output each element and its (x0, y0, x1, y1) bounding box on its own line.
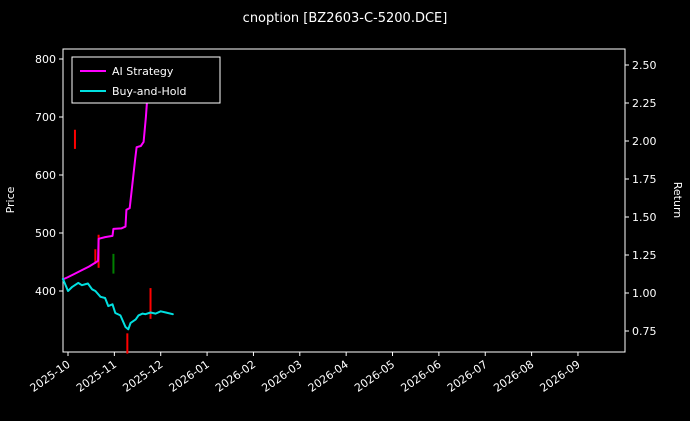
date-tick-label: 2025-10 (28, 358, 73, 395)
date-tick-label: 2025-12 (120, 358, 165, 395)
price-tick-label: 400 (35, 285, 56, 298)
return-tick-label: 1.25 (632, 249, 657, 262)
return-tick-label: 1.75 (632, 173, 657, 186)
price-tick-label: 800 (35, 53, 56, 66)
return-tick-label: 1.00 (632, 287, 657, 300)
return-tick-label: 2.00 (632, 135, 657, 148)
series-line-buy-and-hold (61, 277, 174, 331)
date-tick-label: 2026-06 (398, 358, 443, 395)
y-axis-label-return: Return (671, 182, 684, 219)
date-tick-label: 2026-04 (306, 358, 351, 395)
legend-box (71, 56, 221, 104)
price-tick-label: 500 (35, 227, 56, 240)
legend-label: Buy-and-Hold (112, 85, 187, 98)
return-tick-label: 0.75 (632, 325, 657, 338)
date-tick-label: 2026-09 (538, 358, 583, 395)
return-tick-label: 1.50 (632, 211, 657, 224)
date-tick-label: 2026-08 (491, 358, 536, 395)
date-tick-label: 2026-03 (259, 358, 304, 395)
legend-label: AI Strategy (112, 65, 174, 78)
date-tick-label: 2025-11 (74, 358, 119, 395)
price-tick-label: 700 (35, 111, 56, 124)
date-tick-label: 2026-05 (352, 358, 397, 395)
y-axis-label-price: Price (4, 186, 17, 213)
date-tick-label: 2026-07 (445, 358, 490, 395)
plot-area: 400 500 600 700 800 0.75 1.00 1.25 1.50 1.75 2.00 2… (28, 48, 657, 395)
return-tick-label: 2.25 (632, 97, 657, 110)
return-tick-label: 2.50 (632, 59, 657, 72)
plot-border (62, 48, 626, 353)
date-tick-label: 2026-02 (213, 358, 258, 395)
date-tick-label: 2026-01 (167, 358, 212, 395)
chart-title: cnoption [BZ2603-C-5200.DCE] (243, 11, 448, 26)
series-line-ai-strategy (61, 76, 150, 281)
price-tick-label: 600 (35, 169, 56, 182)
